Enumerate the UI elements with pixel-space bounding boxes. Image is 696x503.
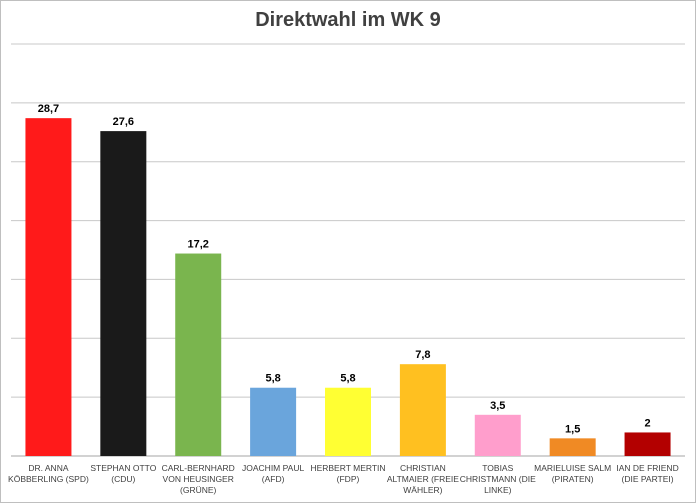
- x-tick-label: KÖBBERLING (SPD): [8, 474, 89, 484]
- x-tick-label: (PIRATEN): [552, 474, 594, 484]
- data-label: 7,8: [415, 349, 430, 361]
- x-tick-label: STEPHAN OTTO: [90, 463, 156, 473]
- x-tick-label: CHRISTMANN (DIE: [460, 474, 536, 484]
- bar: [549, 438, 596, 456]
- data-label: 2: [644, 417, 650, 429]
- x-tick-label: (CDU): [111, 474, 135, 484]
- x-tick-label: IAN DE FRIEND: [616, 463, 678, 473]
- data-label: 5,8: [265, 373, 280, 385]
- x-tick-label: CARL-BERNHARD: [162, 463, 235, 473]
- x-tick-label: (GRÜNE): [180, 485, 217, 495]
- data-label: 28,7: [38, 103, 59, 115]
- data-label: 27,6: [113, 116, 134, 128]
- bar: [25, 118, 72, 456]
- bar: [325, 387, 371, 456]
- x-tick-label: JOACHIM PAUL: [242, 463, 304, 473]
- bar: [175, 253, 222, 456]
- data-label: 5,8: [340, 373, 355, 385]
- data-label: 17,2: [188, 239, 209, 251]
- x-tick-label: CHRISTIAN: [400, 463, 446, 473]
- bar: [100, 131, 147, 456]
- x-tick-label: DR. ANNA: [28, 463, 68, 473]
- chart-title: Direktwahl im WK 9: [255, 9, 441, 31]
- x-tick-label: (FDP): [337, 474, 360, 484]
- x-tick-label: ALTMAIER (FREIE: [387, 474, 459, 484]
- x-tick-label: WÄHLER): [403, 485, 442, 495]
- x-tick-label: HERBERT MERTIN: [310, 463, 385, 473]
- x-tick-label: VON HEUSINGER: [163, 474, 234, 484]
- bar: [399, 364, 446, 456]
- x-tick-label: (DIE PARTEI): [622, 474, 674, 484]
- bar: [624, 432, 671, 456]
- bar: [474, 414, 521, 456]
- data-label: 1,5: [565, 423, 580, 435]
- x-tick-label: MARIELUISE SALM: [534, 463, 611, 473]
- x-tick-label: LINKE): [484, 485, 512, 495]
- x-tick-label: TOBIAS: [482, 463, 513, 473]
- data-label: 3,5: [490, 400, 505, 412]
- bar: [250, 387, 297, 456]
- x-tick-label: (AFD): [262, 474, 285, 484]
